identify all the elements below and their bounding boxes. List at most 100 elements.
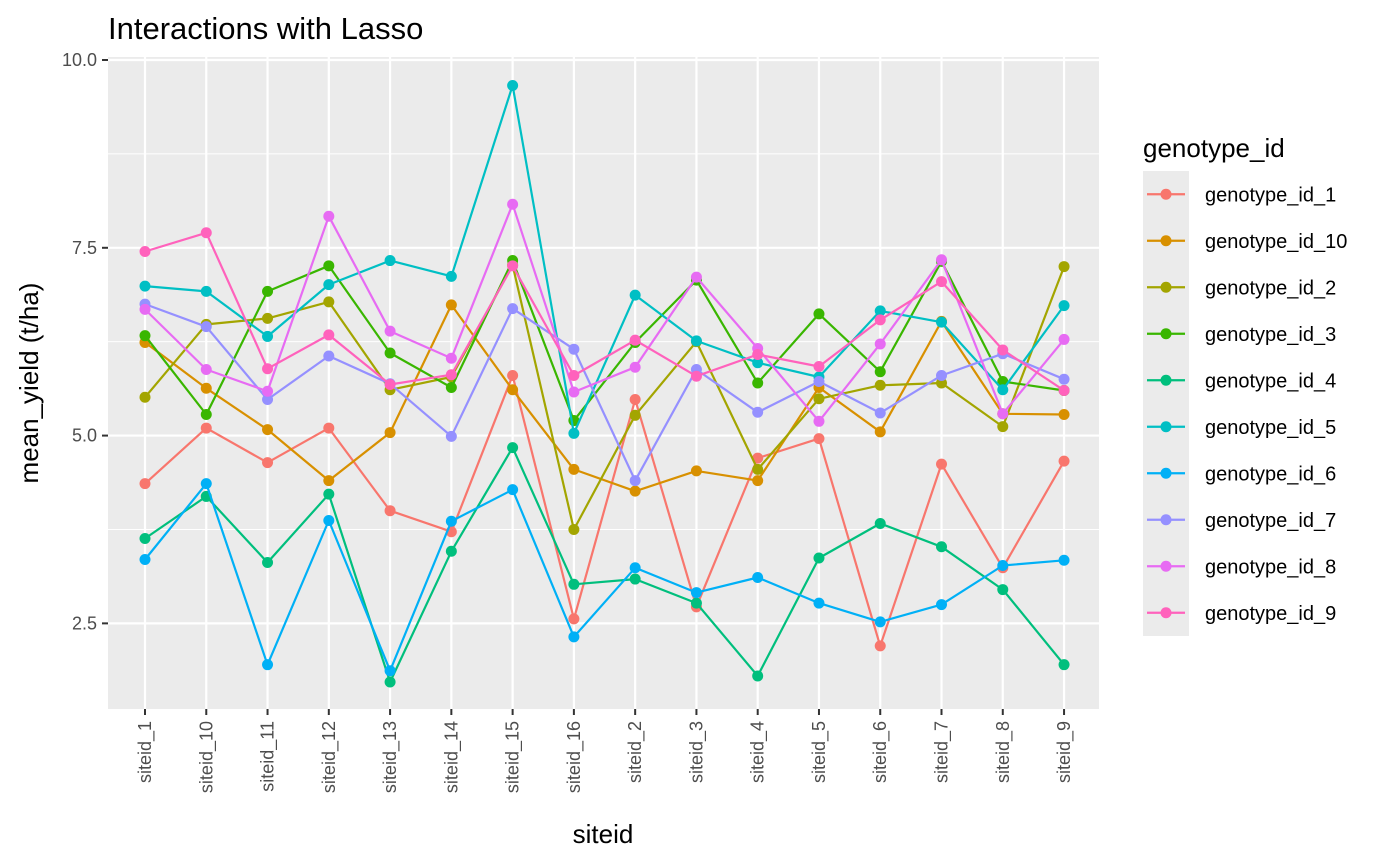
legend-key-point (1160, 607, 1172, 619)
data-point (997, 584, 1009, 596)
data-point (507, 369, 519, 381)
data-point (139, 246, 151, 258)
data-point (445, 352, 457, 364)
data-point (323, 488, 335, 500)
data-point (262, 330, 274, 342)
data-point (752, 670, 764, 682)
legend-item-genotype_id_10: genotype_id_10 (1147, 231, 1347, 253)
data-point (262, 385, 274, 397)
chart-title: Interactions with Lasso (108, 11, 423, 46)
data-point (752, 572, 764, 584)
x-tick-label: siteid_4 (748, 721, 769, 783)
data-point (1058, 373, 1070, 385)
x-tick-label: siteid_10 (196, 721, 217, 793)
data-point (323, 475, 335, 487)
legend: genotype_id genotype_id_1 genotype_id_10g… (1143, 133, 1347, 636)
data-point (445, 369, 457, 381)
data-point (629, 475, 641, 487)
data-point (936, 276, 948, 288)
data-point (568, 613, 580, 625)
data-point (874, 616, 886, 628)
data-point (997, 384, 1009, 396)
data-point (629, 573, 641, 585)
data-point (139, 478, 151, 490)
legend-item-genotype_id_8: genotype_id_8 (1147, 556, 1336, 578)
series-genotype_id_8 (139, 198, 1070, 427)
y-tick-label: 5.0 (72, 426, 97, 446)
data-point (568, 463, 580, 475)
legend-key-point (1160, 421, 1172, 433)
data-point (445, 299, 457, 311)
data-point (874, 314, 886, 326)
x-tick-label: siteid_16 (564, 721, 585, 793)
data-point (690, 335, 702, 347)
legend-label: genotype_id_4 (1205, 370, 1336, 392)
x-axis: siteid_1 siteid_10 siteid_11 siteid_12 sitei… (135, 709, 1075, 793)
legend-item-genotype_id_7: genotype_id_7 (1147, 510, 1336, 532)
legend-title: genotype_id (1143, 133, 1285, 163)
data-point (752, 452, 764, 464)
x-axis-title: siteid (573, 819, 634, 849)
data-point (752, 406, 764, 418)
legend-label: genotype_id_7 (1205, 510, 1336, 532)
data-point (874, 379, 886, 391)
data-point (997, 560, 1009, 572)
data-point (445, 545, 457, 557)
data-point (629, 409, 641, 421)
data-point (384, 255, 396, 267)
data-point (813, 415, 825, 427)
data-point (384, 379, 396, 391)
x-tick-label: siteid_5 (809, 721, 830, 783)
data-point (690, 271, 702, 283)
series-line (144, 303, 1065, 493)
data-point (507, 80, 519, 92)
legend-key-point (1160, 560, 1172, 572)
legend-item-genotype_id_2: genotype_id_2 (1147, 277, 1336, 299)
legend-label: genotype_id_6 (1205, 463, 1336, 485)
data-point (690, 370, 702, 382)
series-genotype_id_5 (139, 80, 1070, 439)
data-point (997, 344, 1009, 356)
data-point (323, 514, 335, 526)
legend-key-point (1160, 374, 1172, 386)
series-line (144, 374, 1066, 648)
x-tick-label: siteid_7 (932, 721, 953, 783)
data-point (262, 312, 274, 324)
data-point (1058, 409, 1070, 421)
data-point (813, 360, 825, 372)
legend-label: genotype_id_10 (1205, 231, 1347, 253)
data-point (200, 363, 212, 375)
data-point (384, 676, 396, 688)
data-point (200, 409, 212, 421)
data-point (752, 348, 764, 360)
data-point (139, 330, 151, 342)
legend-item-genotype_id_1: genotype_id_1 (1147, 184, 1336, 206)
series-line (144, 482, 1065, 672)
data-point (568, 523, 580, 535)
data-point (323, 210, 335, 222)
data-point (1058, 659, 1070, 671)
data-point (568, 343, 580, 355)
series-line (144, 231, 1065, 392)
data-point (323, 350, 335, 362)
data-point (323, 422, 335, 434)
data-point (139, 303, 151, 315)
data-point (139, 532, 151, 544)
data-point (200, 382, 212, 394)
data-point (690, 587, 702, 599)
data-point (139, 554, 151, 566)
legend-item-genotype_id_4: genotype_id_4 (1147, 370, 1336, 392)
data-point (384, 505, 396, 517)
x-tick-label: siteid_11 (258, 721, 279, 792)
x-tick-label: siteid_8 (993, 721, 1014, 783)
data-point (813, 597, 825, 609)
series-layer (139, 80, 1070, 688)
data-point (384, 665, 396, 677)
data-point (384, 347, 396, 359)
data-point (262, 424, 274, 436)
data-point (997, 408, 1009, 420)
data-point (936, 254, 948, 266)
y-tick-label: 7.5 (72, 238, 97, 258)
data-point (507, 260, 519, 272)
